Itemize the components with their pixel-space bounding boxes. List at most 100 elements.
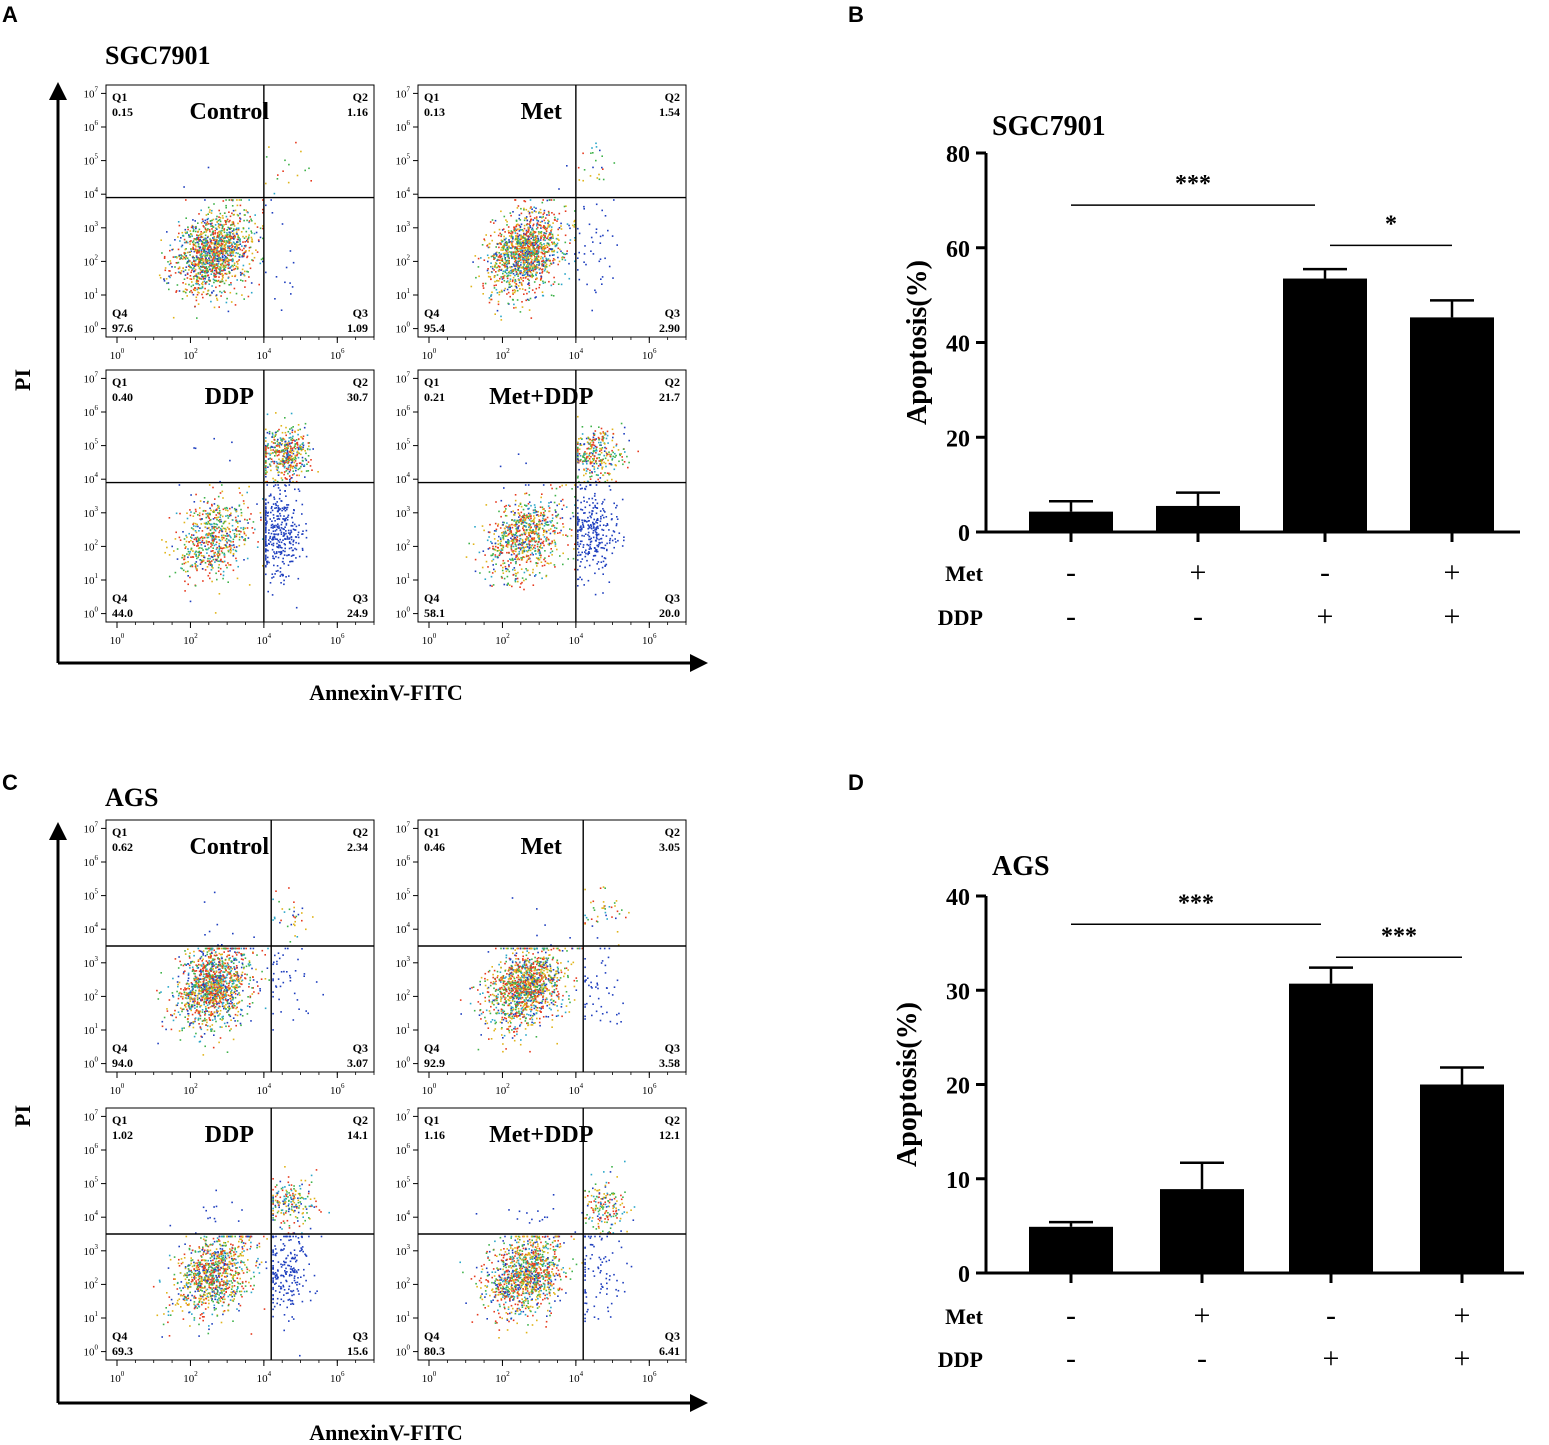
event-dot (288, 457, 290, 459)
event-dot (527, 259, 530, 262)
event-dot (242, 235, 244, 238)
event-dot (243, 543, 246, 546)
event-dot (560, 228, 563, 230)
event-dot (270, 524, 273, 527)
event-dot (277, 466, 279, 468)
event-dot (613, 199, 615, 201)
event-dot (302, 435, 305, 438)
event-dot (506, 248, 509, 251)
event-dot (514, 256, 516, 259)
event-dot (233, 533, 236, 535)
event-dot (204, 219, 207, 222)
event-dot (280, 309, 283, 311)
event-dot (243, 273, 245, 276)
event-dot (532, 231, 535, 234)
event-dot (236, 279, 238, 281)
event-dot (541, 201, 544, 204)
event-dot (257, 541, 259, 543)
event-dot (537, 248, 540, 250)
q3-value: 1.09 (347, 321, 368, 335)
event-dot (228, 522, 231, 525)
event-dot (268, 532, 270, 534)
event-dot (515, 223, 518, 226)
event-dot (181, 244, 184, 247)
event-dot (269, 537, 271, 539)
event-dot (268, 146, 270, 148)
event-dot (496, 556, 499, 559)
event-dot (482, 285, 484, 287)
event-dot (545, 531, 548, 534)
event-dot (275, 551, 278, 553)
event-dot (193, 265, 196, 267)
event-dot (235, 292, 238, 295)
event-dot (552, 237, 554, 239)
event-dot (550, 230, 552, 232)
event-dot (289, 445, 292, 447)
event-dot (519, 259, 522, 261)
event-dot (522, 250, 525, 252)
event-dot (243, 209, 245, 211)
event-dot (195, 553, 197, 556)
event-dot (550, 199, 553, 201)
event-dot (267, 512, 269, 514)
event-dot (504, 231, 506, 233)
event-dot (206, 267, 209, 270)
event-dot (533, 260, 536, 263)
event-dot (270, 452, 272, 455)
event-dot (236, 577, 239, 580)
event-dot (220, 243, 223, 246)
event-dot (198, 259, 200, 262)
event-dot (228, 199, 231, 201)
event-dot (599, 149, 601, 152)
event-dot (538, 212, 540, 214)
event-dot (549, 239, 551, 241)
event-dot (272, 530, 275, 532)
event-dot (230, 259, 232, 261)
event-dot (311, 469, 313, 471)
event-dot (239, 271, 242, 274)
event-dot (524, 261, 526, 264)
event-dot (272, 477, 274, 480)
event-dot (256, 503, 258, 505)
event-dot (500, 255, 503, 258)
event-dot (296, 444, 299, 446)
event-dot (529, 553, 532, 556)
event-dot (243, 502, 245, 505)
event-dot (242, 252, 245, 254)
event-dot (206, 271, 208, 274)
event-dot (217, 219, 220, 222)
event-dot (289, 532, 292, 534)
event-dot (542, 514, 544, 516)
event-dot (231, 519, 234, 521)
y-tick-label: 104 (84, 471, 99, 486)
event-dot (540, 216, 542, 218)
event-dot (235, 550, 238, 553)
event-dot (298, 490, 301, 492)
event-dot (529, 220, 532, 222)
event-dot (525, 247, 527, 249)
event-dot (190, 527, 193, 529)
event-dot (199, 258, 201, 260)
event-dot (548, 199, 551, 201)
event-dot (233, 248, 235, 250)
y-tick-label: 104 (84, 186, 99, 201)
event-dot (284, 447, 286, 450)
event-dot (215, 548, 218, 551)
event-dot (278, 544, 280, 546)
q3-value: 2.90 (659, 321, 680, 335)
event-dot (491, 572, 494, 574)
event-dot (179, 539, 182, 541)
event-dot (295, 541, 297, 544)
event-dot (277, 471, 279, 474)
event-dot (296, 453, 299, 456)
event-dot (280, 533, 283, 535)
event-dot (493, 568, 495, 571)
event-dot (266, 413, 269, 416)
event-dot (294, 547, 296, 550)
event-dot (272, 514, 275, 516)
event-dot (583, 253, 586, 255)
event-dot (532, 229, 534, 231)
event-dot (266, 563, 268, 565)
event-dot (169, 276, 171, 279)
event-dot (237, 241, 239, 243)
